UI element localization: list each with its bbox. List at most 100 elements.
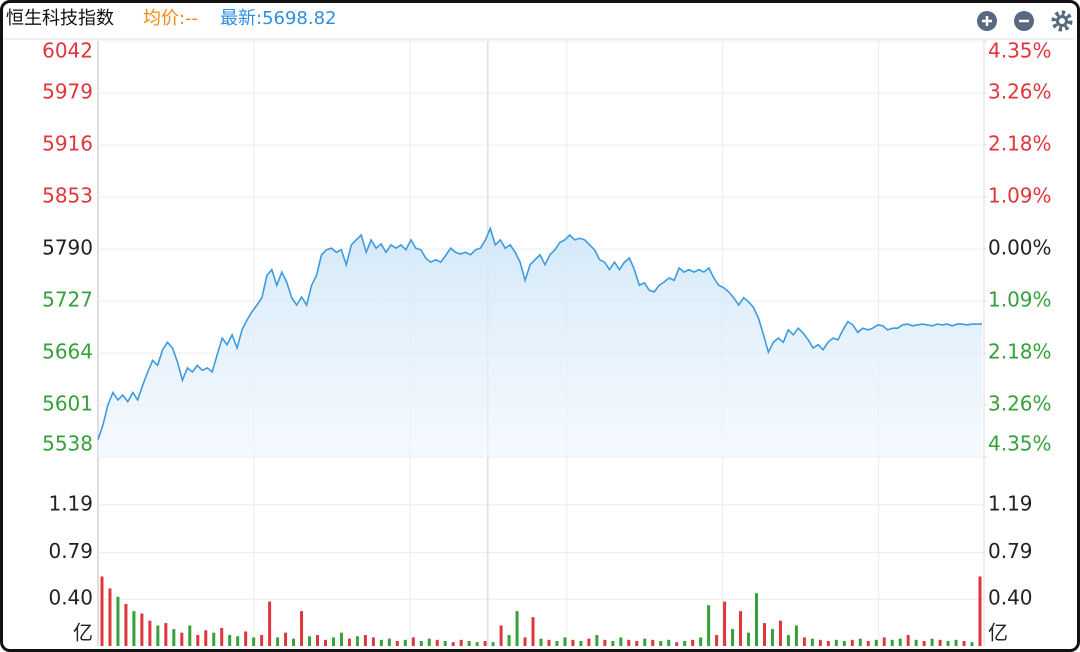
y-tick-label: 0.79	[48, 539, 93, 563]
volume-bar	[132, 611, 136, 646]
volume-bar	[770, 629, 774, 646]
volume-bar	[507, 635, 511, 646]
volume-bar	[292, 638, 296, 646]
volume-bar	[228, 635, 232, 646]
volume-bar	[643, 638, 647, 646]
volume-bar	[252, 637, 256, 646]
y2-tick-label: 1.09%	[988, 183, 1052, 207]
volume-bar	[427, 638, 431, 646]
zoom-out-button[interactable]	[1014, 11, 1034, 31]
volume-bar	[491, 642, 495, 646]
volume-bar	[387, 638, 391, 646]
volume-bar	[323, 639, 327, 646]
volume-bar	[922, 641, 926, 646]
volume-bar	[188, 625, 192, 646]
volume-bar	[539, 638, 543, 646]
volume-bar	[347, 638, 351, 646]
volume-bar	[244, 631, 248, 646]
volume-bar	[858, 638, 862, 646]
volume-bar	[731, 629, 735, 646]
volume-bar	[715, 635, 719, 646]
volume-bar	[579, 641, 583, 646]
volume-bar	[515, 611, 519, 646]
volume-bar	[220, 627, 224, 646]
volume-bar	[308, 636, 312, 646]
volume-bar	[659, 641, 663, 646]
volume-bar	[379, 639, 383, 646]
volume-bar	[683, 641, 687, 646]
volume-bar	[619, 637, 623, 646]
volume-bar	[451, 642, 455, 646]
volume-bar	[100, 576, 104, 646]
volume-bar	[707, 605, 711, 646]
y-tick-label: 6042	[42, 39, 93, 63]
unit-label: 亿	[73, 621, 93, 645]
volume-bar	[611, 641, 615, 646]
y-tick-label: 5538	[42, 432, 93, 456]
volume-bar	[523, 637, 527, 646]
volume-bar	[339, 632, 343, 646]
price-area	[98, 228, 982, 457]
volume-bar	[459, 639, 463, 646]
volume-bar	[635, 641, 639, 646]
unit-label: 亿	[988, 621, 1008, 645]
volume-bar	[978, 576, 982, 646]
volume-bar	[842, 641, 846, 646]
volume-bar	[419, 641, 423, 646]
y-tick-label: 5979	[42, 80, 93, 104]
volume-bar	[802, 637, 806, 646]
volume-bar	[124, 603, 128, 646]
zoom-in-button[interactable]	[977, 11, 997, 31]
volume-bar	[675, 642, 679, 646]
volume-bar	[898, 638, 902, 646]
volume-bar	[882, 637, 886, 646]
volume-bar	[914, 639, 918, 646]
title: 恒生科技指数	[6, 8, 114, 29]
volume-bar	[435, 639, 439, 646]
volume-bar	[930, 638, 934, 646]
volume-bar	[268, 601, 272, 646]
volume-bar	[563, 637, 567, 646]
volume-bar	[316, 635, 320, 646]
y-tick-label: 5664	[42, 340, 93, 364]
volume-bar	[212, 632, 216, 646]
volume-bar	[156, 625, 160, 646]
volume-bar	[116, 596, 120, 646]
latest-price: 最新:5698.82	[220, 8, 337, 29]
settings-button[interactable]	[1051, 10, 1073, 32]
volume-bar	[371, 637, 375, 646]
volume-bar	[164, 623, 168, 646]
y2-tick-label: 1.09%	[988, 288, 1052, 312]
volume-bar	[196, 635, 200, 646]
y2-tick-label: 2.18%	[988, 131, 1052, 155]
volume-bar	[499, 625, 503, 646]
y2-tick-label: 0.79	[988, 539, 1033, 563]
y2-tick-label: 4.35%	[988, 432, 1052, 456]
volume-bar	[691, 639, 695, 646]
volume-bar	[595, 635, 599, 646]
volume-bar	[778, 620, 782, 646]
y2-tick-label: 1.19	[988, 491, 1033, 515]
y2-tick-label: 0.40	[988, 586, 1033, 610]
volume-bar	[571, 639, 575, 646]
y-tick-label: 5790	[42, 236, 93, 260]
volume-bar	[483, 641, 487, 646]
volume-bar	[866, 641, 870, 646]
y2-tick-label: 3.26%	[988, 80, 1052, 104]
volume-bar	[395, 641, 399, 646]
volume-bar	[140, 613, 144, 646]
volume-bar	[938, 639, 942, 646]
volume-bar	[603, 639, 607, 646]
volume-bar	[363, 635, 367, 646]
volume-bar	[204, 630, 208, 646]
y-tick-label: 5853	[42, 184, 93, 208]
volume-bar	[148, 620, 152, 646]
y-tick-label: 5601	[42, 392, 93, 416]
volume-bar	[627, 639, 631, 646]
price-line	[97, 226, 982, 440]
volume-bar	[284, 632, 288, 646]
y-tick-label: 5916	[42, 132, 93, 156]
volume-bar	[108, 588, 112, 646]
volume-bar	[818, 639, 822, 646]
